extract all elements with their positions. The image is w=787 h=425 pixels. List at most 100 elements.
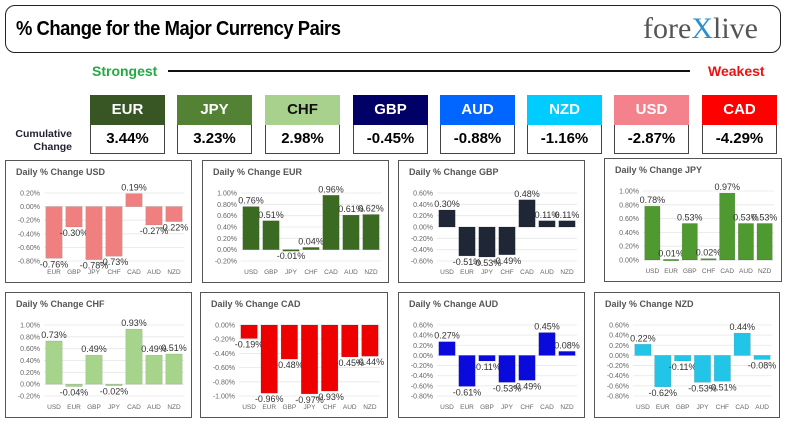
y-tick-label: 1.00% [217, 191, 237, 198]
cumulative-value: -4.29% [702, 125, 777, 154]
y-tick-label: 0.60% [217, 213, 237, 220]
chart-title: Daily % Change CAD [211, 299, 301, 309]
bar-aud [145, 354, 163, 385]
x-tick-label: CHF [107, 269, 120, 276]
y-tick-label: -0.40% [213, 351, 235, 358]
data-label: -0.51% [453, 257, 482, 267]
x-tick-label: CHF [323, 404, 336, 411]
currency-code: EUR [90, 95, 165, 125]
data-label: 0.22% [630, 333, 656, 343]
x-tick-label: JPY [481, 269, 494, 276]
bar-cad [125, 193, 143, 207]
cumulative-value: 3.23% [177, 125, 252, 154]
x-tick-label: JPY [501, 404, 514, 411]
y-tick-label: 0.60% [413, 191, 433, 198]
data-label: -0.01% [277, 251, 306, 261]
y-tick-label: 0.80% [20, 334, 40, 341]
x-tick-label: CAD [520, 269, 534, 276]
bar-cad [125, 328, 143, 385]
bar-jpy [300, 324, 319, 395]
chart-nzd: Daily % Change NZD -0.80% -0.60% -0.40% -0.2… [594, 292, 780, 418]
data-label: 0.01% [658, 248, 684, 258]
bar-aud [753, 355, 771, 360]
y-tick-label: -0.20% [607, 363, 629, 370]
y-tick-label: -0.40% [411, 373, 433, 380]
bar-eur [458, 226, 476, 257]
y-tick-label: -0.40% [411, 247, 433, 254]
y-tick-label: 0.20% [609, 343, 629, 350]
currency-code: GBP [353, 95, 428, 125]
x-tick-label: USD [636, 404, 650, 411]
data-label: -0.61% [453, 387, 482, 397]
currency-box-cad: CAD -4.29% [702, 95, 777, 154]
x-tick-label: USD [242, 404, 256, 411]
currency-box-eur: EUR 3.44% [90, 95, 165, 154]
bar-jpy [498, 355, 516, 383]
data-label: -0.53% [473, 258, 502, 268]
chart-svg: -0.20% 0.00% 0.20% 0.40% 0.60% 0.80% 1.00%0.76… [215, 184, 384, 276]
bar-chf [105, 206, 123, 257]
y-tick-label: -0.60% [411, 259, 433, 266]
y-tick-label: 1.00% [619, 189, 639, 196]
x-tick-label: AUD [344, 269, 358, 276]
data-label: -0.11% [669, 362, 697, 372]
data-label: -0.78% [80, 261, 109, 271]
y-tick-label: 0.40% [619, 230, 639, 237]
cumulative-value: 3.44% [90, 125, 165, 154]
data-label: 0.76% [238, 196, 264, 206]
data-label: 0.51% [258, 210, 284, 220]
data-label: 0.53% [733, 212, 759, 222]
bar-eur [663, 259, 679, 262]
data-label: 0.62% [358, 204, 384, 214]
x-tick-label: AUD [540, 269, 554, 276]
cumulative-value: -0.45% [353, 125, 428, 154]
data-label: -0.22% [160, 223, 189, 233]
bar-gbp [262, 220, 280, 250]
data-label: -0.96% [255, 394, 284, 404]
bar-chf [713, 355, 731, 382]
chart-svg: -0.80%-0.60%-0.40%-0.20%0.00%0.20%0.40%0… [411, 322, 580, 411]
x-tick-label: EUR [460, 404, 474, 411]
x-tick-label: AUD [739, 268, 753, 275]
y-tick-label: -0.60% [411, 383, 433, 390]
data-label: 0.49% [141, 344, 167, 354]
bar-aud [538, 220, 556, 228]
x-tick-label: JPY [285, 269, 298, 276]
currency-code: JPY [177, 95, 252, 125]
bar-usd [242, 206, 260, 250]
y-tick-label: 0.00% [619, 258, 639, 265]
bar-jpy [694, 355, 711, 383]
chart-svg: -0.80%-0.60%-0.40%-0.20%0.00%0.20%0.40%0… [607, 322, 777, 411]
y-tick-label: 0.20% [20, 191, 40, 198]
bar-gbp [681, 223, 698, 261]
data-label: -0.49% [493, 256, 522, 266]
data-label: -0.30% [60, 228, 89, 238]
bar-gbp [478, 355, 496, 362]
y-tick-label: -0.20% [411, 236, 433, 243]
bar-cad [719, 192, 736, 261]
chart-jpy: Daily % Change JPY 0.00% 0.20% 0.40% 0.60% 0.… [604, 158, 782, 282]
bar-eur [260, 324, 278, 394]
data-label: -0.73% [100, 257, 129, 267]
currency-code: CHF [265, 95, 340, 125]
x-tick-label: EUR [656, 404, 670, 411]
strongest-label: Strongest [92, 63, 158, 79]
bar-eur [654, 355, 672, 388]
bar-nzd [361, 324, 379, 357]
x-tick-label: NZD [167, 404, 181, 411]
bar-gbp [280, 324, 298, 360]
currency-box-chf: CHF 2.98% [265, 95, 340, 154]
x-tick-label: EUR [47, 269, 61, 276]
data-label: 0.30% [434, 199, 460, 209]
data-label: 0.53% [752, 212, 778, 222]
x-tick-label: CAD [127, 404, 141, 411]
bar-usd [438, 341, 456, 356]
x-tick-label: GBP [676, 404, 690, 411]
bar-aud [342, 214, 360, 250]
bar-gbp [65, 206, 83, 228]
y-tick-label: -1.00% [213, 394, 235, 401]
chart-title: Daily % Change CHF [16, 299, 105, 309]
chart-gbp: Daily % Change GBP -0.60% -0.40% -0.20% 0.00… [398, 160, 585, 283]
x-tick-label: AUD [755, 404, 769, 411]
x-tick-label: NZD [167, 269, 181, 276]
